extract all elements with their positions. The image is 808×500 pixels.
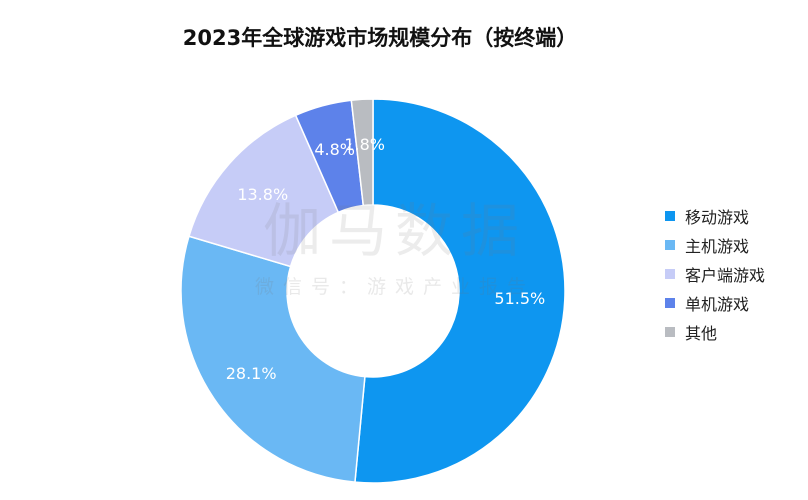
data-label-4: 4.8% [314,140,355,159]
legend-label: 其他 [685,323,718,343]
legend-item-4: 单机游戏 [665,288,765,317]
legend-label: 移动游戏 [685,207,750,227]
data-label-5: 1.8% [344,135,385,154]
legend-swatch [665,239,675,250]
legend-item-2: 主机游戏 [665,230,765,259]
donut-slice-3 [188,114,340,268]
donut-slice-5 [350,98,374,207]
legend-item-5: 其他 [665,317,765,346]
legend-item-3: 客户端游戏 [665,259,765,288]
legend-label: 主机游戏 [685,236,750,256]
legend-label: 客户端游戏 [685,265,766,285]
legend-swatch [665,297,675,308]
legend-swatch [665,268,675,279]
donut-slice-1 [354,98,566,484]
legend-swatch [665,210,675,221]
data-label-3: 13.8% [237,185,288,204]
chart-title: 2023年全球游戏市场规模分布（按终端） [182,26,578,50]
legend-swatch [665,326,675,337]
legend-label: 单机游戏 [685,294,750,314]
legend-item-1: 移动游戏 [665,201,765,230]
chart-legend: 移动游戏主机游戏客户端游戏单机游戏其他 [665,201,765,346]
data-label-1: 51.5% [494,289,545,308]
donut-slice-2 [180,235,366,483]
data-label-2: 28.1% [226,364,277,383]
